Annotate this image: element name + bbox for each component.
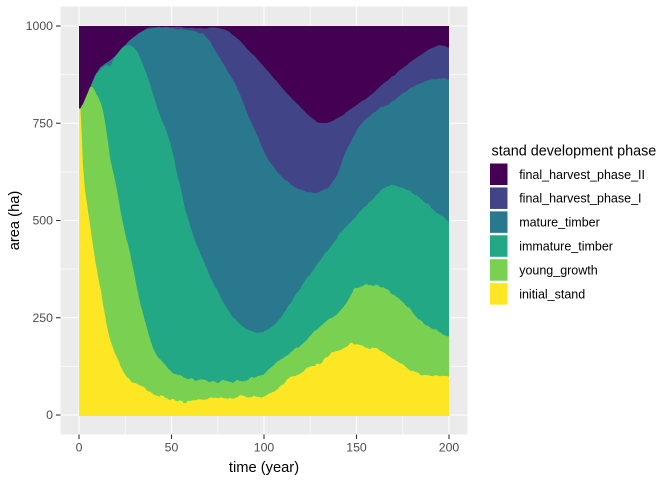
svg-text:100: 100 [254,441,275,455]
svg-text:0: 0 [46,408,53,422]
svg-text:200: 200 [439,441,460,455]
svg-text:0: 0 [76,441,83,455]
svg-text:250: 250 [32,311,53,325]
svg-text:stand development phase: stand development phase [492,143,657,159]
svg-text:young_growth: young_growth [519,263,598,277]
svg-text:final_harvest_phase_II: final_harvest_phase_II [519,168,645,182]
svg-text:time (year): time (year) [229,460,299,476]
svg-text:50: 50 [165,441,179,455]
svg-text:500: 500 [32,214,53,228]
svg-text:1000: 1000 [26,19,54,33]
svg-text:immature_timber: immature_timber [519,240,613,254]
svg-text:mature_timber: mature_timber [519,216,600,230]
svg-text:initial_stand: initial_stand [519,287,585,301]
svg-text:final_harvest_phase_I: final_harvest_phase_I [519,192,641,206]
svg-text:150: 150 [346,441,367,455]
svg-text:750: 750 [32,116,53,130]
svg-text:area (ha): area (ha) [7,191,23,251]
